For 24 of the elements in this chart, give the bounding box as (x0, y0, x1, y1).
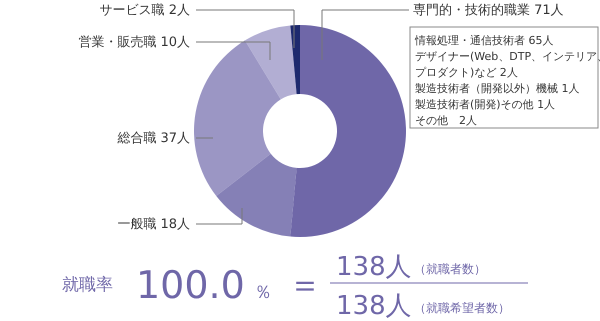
text: 製造技術者(開発)その他 1人 (415, 98, 556, 111)
text: 138人 (336, 291, 412, 321)
text: プロダクト)など 2人 (415, 66, 518, 79)
donut-slice (244, 25, 297, 100)
slice-label: 総合職 37人 (116, 131, 190, 146)
text: ％ (254, 282, 272, 303)
donut-slice (194, 40, 281, 196)
text: 138人 (336, 252, 412, 282)
text: 製造技術者（開発以外）機械 1人 (415, 82, 580, 95)
slice-label: 専門的・技術的職業 71人 (413, 3, 564, 18)
text: デザイナー(Web、DTP、インテリア、 (415, 50, 600, 63)
text: （就職希望者数） (414, 301, 510, 315)
donut-slice (290, 25, 406, 237)
text: ＝ (288, 265, 322, 305)
text: 情報処理・通信技術者 65人 (414, 34, 554, 47)
slice-label: 一般職 18人 (117, 217, 190, 232)
text: （就職者数） (414, 262, 486, 276)
slice-label: サービス職 2人 (100, 3, 190, 18)
donut-slice (216, 154, 297, 237)
text: 100.0 (136, 263, 245, 307)
text: その他 2人 (415, 114, 477, 127)
slice-label: 営業・販売職 10人 (78, 35, 190, 50)
donut-slice (290, 25, 300, 94)
text: 就職率 (62, 275, 113, 295)
